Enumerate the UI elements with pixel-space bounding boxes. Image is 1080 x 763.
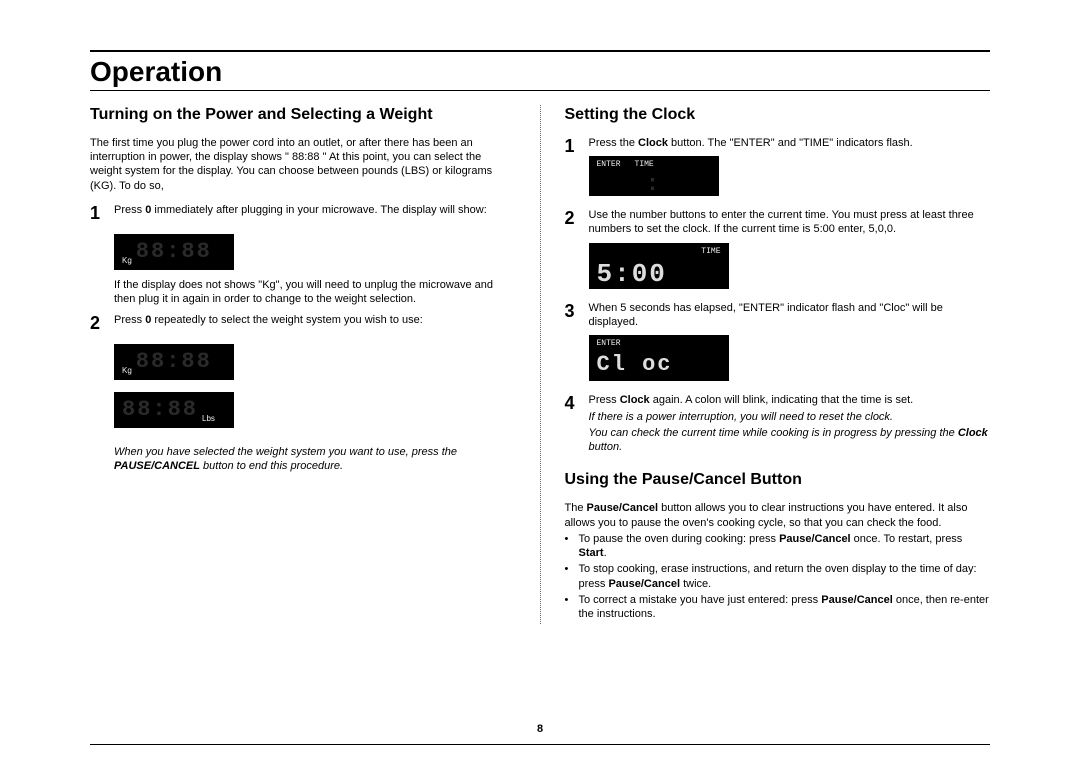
text: Press the (589, 137, 639, 149)
time-indicator: TIME (701, 247, 720, 257)
text: Press (589, 394, 620, 406)
top-rule (90, 50, 990, 52)
step-number: 2 (565, 208, 589, 295)
text: immediately after plugging in your micro… (151, 204, 486, 216)
text: twice. (680, 578, 711, 590)
lcd-colon: : (597, 171, 711, 200)
bullet-marker: • (565, 532, 579, 561)
bold: Pause/Cancel (608, 578, 680, 590)
bold: Start (579, 547, 604, 559)
content-columns: Turning on the Power and Selecting a Wei… (90, 105, 990, 624)
clock-step-1: 1 Press the Clock button. The "ENTER" an… (565, 136, 991, 202)
clock-step-4: 4 Press Clock again. A colon will blink,… (565, 393, 991, 456)
lcd-cloc: ENTER Cl oc (589, 335, 729, 381)
pause-intro: The Pause/Cancel button allows you to cl… (565, 501, 991, 530)
step-body: Press the Clock button. The "ENTER" and … (589, 136, 991, 202)
text: You can check the current time while coo… (589, 427, 958, 439)
step-body: Press Clock again. A colon will blink, i… (589, 393, 991, 456)
bold: Clock (958, 427, 988, 439)
left-step-1: 1 Press 0 immediately after plugging in … (90, 203, 516, 222)
title-underline (90, 90, 990, 91)
text: Press (114, 204, 145, 216)
bold: Clock (620, 394, 650, 406)
left-step-2: 2 Press 0 repeatedly to select the weigh… (90, 313, 516, 332)
step-number: 2 (90, 313, 114, 332)
text: repeatedly to select the weight system y… (151, 314, 422, 326)
step-number: 4 (565, 393, 589, 456)
step-body: When 5 seconds has elapsed, "ENTER" indi… (589, 301, 991, 388)
text: When you have selected the weight system… (114, 446, 457, 458)
lcd-digits: 88:88 (136, 348, 212, 377)
pause-heading: Using the Pause/Cancel Button (565, 470, 991, 491)
lcd-display-kg: Kg 88:88 (114, 234, 234, 270)
bold: Pause/Cancel (821, 594, 893, 606)
right-column: Setting the Clock 1 Press the Clock butt… (565, 105, 991, 624)
lcd-digits: 88:88 (122, 396, 198, 425)
lcd-enter-time: ENTER TIME : (589, 156, 719, 196)
bullet-marker: • (565, 562, 579, 591)
text: button. The "ENTER" and "TIME" indicator… (668, 137, 913, 149)
text: again. A colon will blink, indicating th… (650, 394, 914, 406)
bullet-2: • To stop cooking, erase instructions, a… (565, 562, 991, 591)
step1-note: If the display does not shows "Kg", you … (114, 278, 516, 307)
display-block: Kg 88:88 If the display does not shows "… (114, 228, 516, 307)
bullet-text: To correct a mistake you have just enter… (579, 593, 991, 622)
note-2: You can check the current time while coo… (589, 426, 991, 455)
bold: Pause/Cancel (587, 502, 659, 514)
step-number: 1 (565, 136, 589, 202)
left-column: Turning on the Power and Selecting a Wei… (90, 105, 516, 624)
bottom-rule (90, 744, 990, 745)
lcd-value: 5:00 (597, 258, 721, 292)
closing-note: When you have selected the weight system… (114, 445, 516, 474)
bullet-text: To stop cooking, erase instructions, and… (579, 562, 991, 591)
left-intro: The first time you plug the power cord i… (90, 136, 516, 193)
bullet-marker: • (565, 593, 579, 622)
step-number: 3 (565, 301, 589, 388)
pause-bullets: • To pause the oven during cooking: pres… (565, 532, 991, 622)
bullet-3: • To correct a mistake you have just ent… (565, 593, 991, 622)
bold: Pause/Cancel (779, 533, 851, 545)
clock-step-2: 2 Use the number buttons to enter the cu… (565, 208, 991, 295)
kg-label: Kg (122, 366, 132, 376)
text: When 5 seconds has elapsed, "ENTER" indi… (589, 302, 943, 328)
bold: PAUSE/CANCEL (114, 460, 200, 472)
clock-step-3: 3 When 5 seconds has elapsed, "ENTER" in… (565, 301, 991, 388)
manual-page: Operation Turning on the Power and Selec… (0, 0, 1080, 763)
text: To correct a mistake you have just enter… (579, 594, 822, 606)
enter-indicator: ENTER (597, 160, 621, 170)
enter-indicator: ENTER (597, 339, 621, 349)
text: Use the number buttons to enter the curr… (589, 209, 974, 235)
left-heading: Turning on the Power and Selecting a Wei… (90, 105, 516, 126)
lcd-digits: 88:88 (136, 238, 212, 267)
lbs-label: Lbs (202, 414, 215, 424)
lcd-display-kg-2: Kg 88:88 (114, 344, 234, 380)
clock-heading: Setting the Clock (565, 105, 991, 126)
page-number: 8 (0, 723, 1080, 735)
step-body: Use the number buttons to enter the curr… (589, 208, 991, 295)
column-divider (540, 105, 541, 624)
text: The (565, 502, 587, 514)
note-1: If there is a power interruption, you wi… (589, 410, 991, 424)
text: To pause the oven during cooking: press (579, 533, 780, 545)
kg-label: Kg (122, 256, 132, 266)
bullet-text: To pause the oven during cooking: press … (579, 532, 991, 561)
text: once. To restart, press (851, 533, 963, 545)
lcd-500: TIME 5:00 (589, 243, 729, 289)
step-body: Press 0 repeatedly to select the weight … (114, 313, 516, 332)
text: button to end this procedure. (200, 460, 343, 472)
time-indicator: TIME (635, 160, 654, 170)
lcd-value: Cl oc (597, 351, 721, 380)
text: Press (114, 314, 145, 326)
text: button. (589, 441, 623, 453)
lcd-display-lbs: 88:88 Lbs (114, 392, 234, 428)
bold: Clock (638, 137, 668, 149)
page-title: Operation (90, 56, 990, 88)
step-body: Press 0 immediately after plugging in yo… (114, 203, 516, 222)
bullet-1: • To pause the oven during cooking: pres… (565, 532, 991, 561)
step-number: 1 (90, 203, 114, 222)
text: . (604, 547, 607, 559)
display-block: Kg 88:88 88:88 Lbs When you have selecte… (114, 338, 516, 474)
